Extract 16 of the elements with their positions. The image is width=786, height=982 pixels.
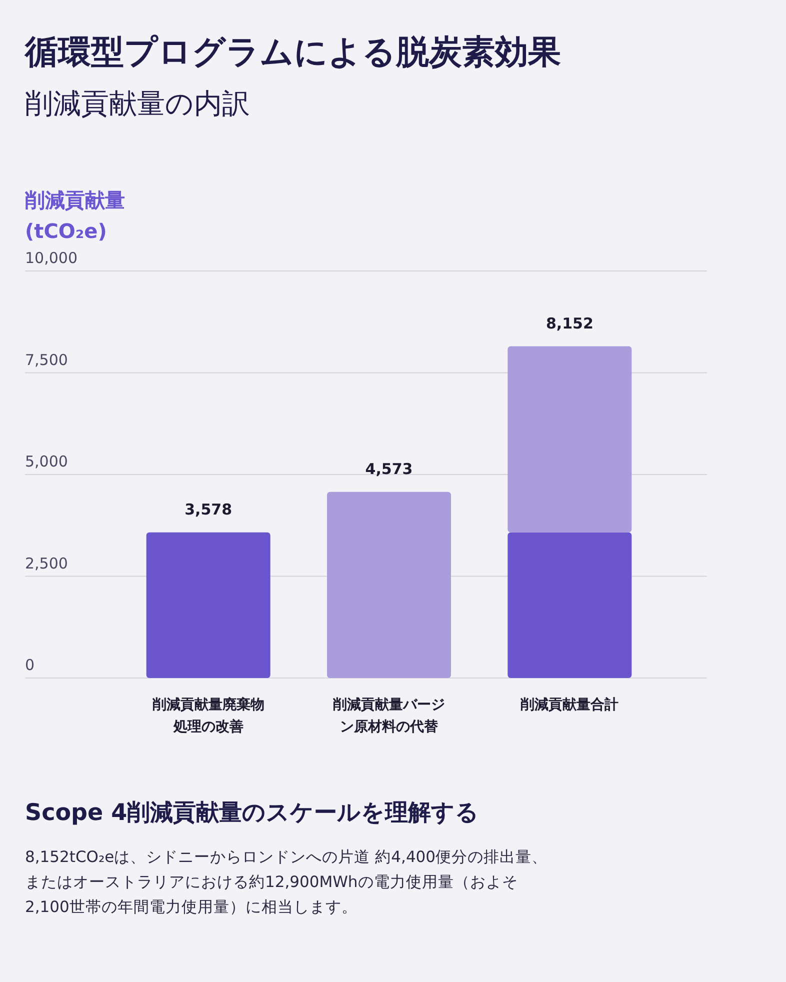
text: Scope 4削減貢献量のスケールを理解する: [25, 800, 480, 826]
total-label: 8,152: [546, 314, 594, 332]
total-label: 4,573: [365, 460, 413, 478]
x-tick-label: 削減貢献量合計: [520, 697, 619, 713]
y-axis-title: 削減貢献量 (tCO₂e): [24, 188, 125, 243]
y-tick-label: 10,000: [25, 249, 78, 268]
y-tick-label: 2,500: [25, 554, 68, 572]
y-tick-label: 5,000: [25, 452, 68, 471]
x-tick-label: 削減貢献量廃棄物処理の改善: [151, 696, 264, 735]
text: 8,152tCO₂eは、シドニーからロンドンへの片道 約4,400便分の排出量、またはオーストラリアにおける約12,900MWhの電力使用量（およそ2,100世帯の年間電力使用量）に相当します。: [25, 848, 548, 916]
total-label: 3,578: [184, 500, 232, 518]
x-tick-label: 削減貢献量バージン原材料の代替: [332, 697, 445, 735]
chart-subtitle: 削減貢献量の内訳: [25, 87, 250, 120]
y-tick-label: 0: [25, 656, 35, 674]
chart-title: 循環型プログラムによる脱炭素効果: [24, 32, 561, 71]
y-tick-label: 7,500: [25, 350, 68, 369]
